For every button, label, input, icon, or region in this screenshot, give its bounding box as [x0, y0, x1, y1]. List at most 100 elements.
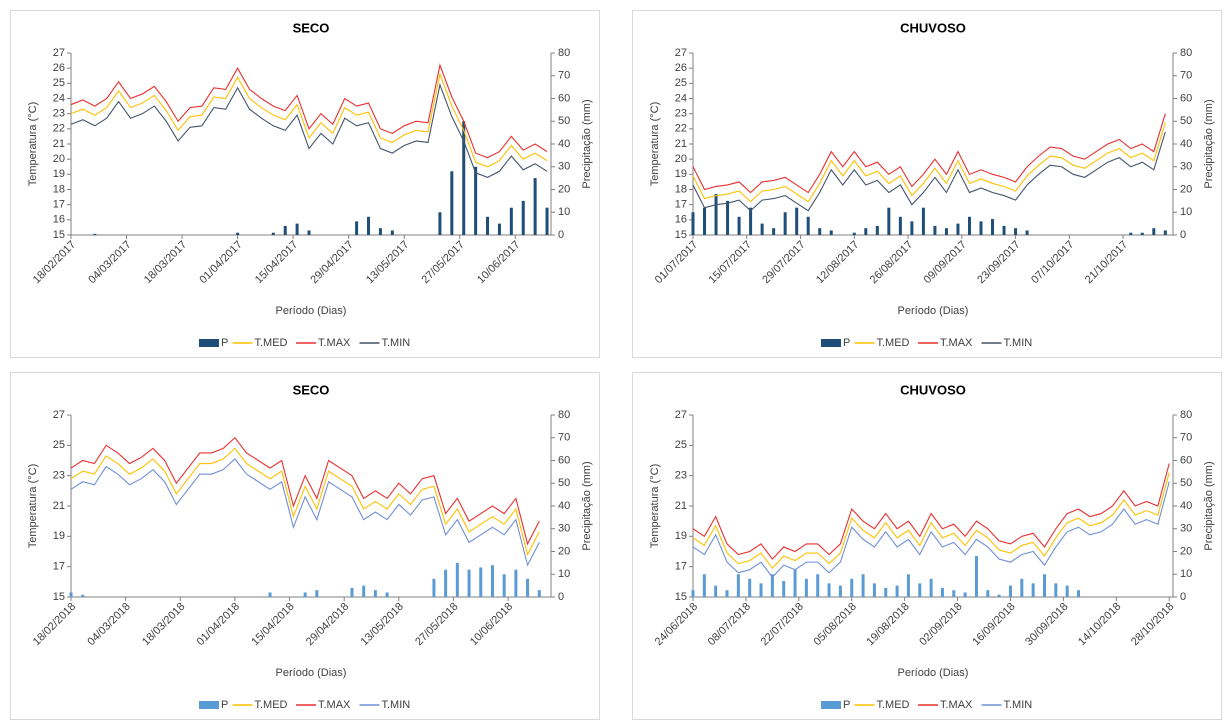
precip-bar: [1008, 585, 1012, 597]
precip-bar: [838, 585, 842, 597]
x-tick-label: 10/06/2017: [475, 239, 522, 286]
y-tick-label: 20: [675, 153, 687, 165]
x-tick-label: 08/07/2018: [706, 601, 753, 648]
precip-bar: [1031, 583, 1035, 597]
x-tick-label: 28/10/2018: [1129, 601, 1176, 648]
precip-bar: [736, 574, 740, 597]
legend-entry: P: [821, 699, 850, 711]
y-tick-label: 26: [675, 62, 687, 74]
y2-tick-label: 50: [558, 477, 570, 489]
x-tick-label: 29/04/2018: [304, 601, 351, 648]
precip-bar: [1002, 225, 1006, 235]
x-tick-label: 02/09/2018: [917, 601, 964, 648]
temperature-line: [692, 463, 1170, 560]
precip-bar: [793, 569, 797, 597]
chart-panel: SECO Temperatura (°C) Precipitação (mm) Per…: [10, 372, 600, 720]
legend-entry: P: [821, 337, 850, 349]
precip-bar: [385, 592, 389, 597]
precip-bar: [804, 578, 808, 597]
precip-bar: [1025, 230, 1029, 235]
x-tick-label: 14/10/2018: [1076, 601, 1123, 648]
legend-label: P: [221, 699, 228, 711]
precip-bar: [770, 574, 774, 597]
legend-entry: T.MIN: [359, 699, 410, 711]
precip-bar: [438, 212, 442, 235]
precip-bar: [1077, 590, 1081, 597]
y2-tick-label: 40: [558, 138, 570, 150]
precip-bar: [703, 207, 707, 235]
temperature-line: [70, 436, 540, 546]
y2-axis-label: Precipitação (mm): [581, 99, 593, 188]
precip-bar: [986, 590, 990, 597]
chart-panel: CHUVOSO Temperatura (°C) Precipitação (mm)…: [632, 10, 1222, 358]
precip-bar: [872, 583, 876, 597]
legend-entry: T.MIN: [359, 337, 410, 349]
legend-entry: P: [199, 337, 228, 349]
y2-tick-label: 20: [558, 545, 570, 557]
precip-bar: [502, 574, 506, 597]
x-tick-label: 27/05/2018: [413, 601, 460, 648]
precip-bar: [509, 207, 513, 235]
legend-entry: T.MED: [232, 699, 288, 711]
x-tick-label: 23/09/2017: [975, 239, 1022, 286]
y-tick-label: 21: [53, 500, 65, 512]
precip-bar: [268, 592, 272, 597]
precip-bar: [944, 228, 948, 235]
precip-bar: [362, 585, 366, 597]
y-tick-label: 19: [53, 530, 65, 542]
precip-bar: [307, 230, 311, 235]
y-tick-label: 19: [675, 168, 687, 180]
y-tick-label: 25: [53, 77, 65, 89]
precip-bar: [462, 121, 466, 235]
y2-tick-label: 0: [1180, 229, 1186, 241]
precip-bar: [827, 583, 831, 597]
precip-bar: [864, 228, 868, 235]
precip-bar: [829, 230, 833, 235]
precip-bar: [816, 574, 820, 597]
y2-tick-label: 70: [558, 70, 570, 82]
temperature-line: [70, 82, 548, 178]
precip-bar: [852, 232, 856, 235]
y-tick-label: 19: [53, 168, 65, 180]
y-tick-label: 21: [675, 138, 687, 150]
legend-entry: T.MED: [854, 699, 910, 711]
y2-tick-label: 30: [558, 523, 570, 535]
precip-bar: [782, 581, 786, 597]
y-tick-label: 25: [53, 439, 65, 451]
precip-bar: [1054, 583, 1058, 597]
x-axis-label: Período (Dias): [898, 305, 969, 317]
precip-bar: [691, 212, 695, 235]
temperature-line: [70, 447, 540, 557]
legend-label: T.MAX: [940, 337, 973, 349]
y-axis-label: Temperatura (°C): [27, 102, 39, 186]
x-tick-label: 18/02/2018: [31, 601, 78, 648]
legend-entry: T.MED: [232, 337, 288, 349]
precip-bar: [1129, 232, 1133, 235]
precip-bar: [1140, 232, 1144, 235]
legend-label: T.MED: [255, 699, 288, 711]
y-tick-label: 16: [675, 214, 687, 226]
x-tick-label: 19/08/2018: [864, 601, 911, 648]
precip-bar: [378, 228, 382, 235]
legend-label: P: [843, 699, 850, 711]
precip-bar: [514, 569, 518, 597]
legend-entry: T.MIN: [981, 699, 1032, 711]
precip-bar: [497, 223, 501, 235]
precip-bar: [1014, 228, 1018, 235]
y2-tick-label: 0: [558, 229, 564, 241]
x-tick-label: 27/05/2017: [420, 239, 467, 286]
y-tick-label: 23: [53, 108, 65, 120]
y2-tick-label: 60: [1180, 92, 1192, 104]
x-tick-label: 15/04/2018: [249, 601, 296, 648]
x-tick-label: 01/04/2018: [195, 601, 242, 648]
precip-bar: [952, 590, 956, 597]
precip-bar: [315, 590, 319, 597]
precip-bar: [533, 178, 537, 235]
precip-bar: [940, 587, 944, 597]
precip-bar: [236, 232, 240, 235]
y-tick-label: 20: [53, 153, 65, 165]
y-tick-label: 16: [53, 214, 65, 226]
precip-bar: [450, 171, 454, 235]
chart-panel: SECO Temperatura (°C) Precipitação (mm) Per…: [10, 10, 600, 358]
legend-label: T.MAX: [940, 699, 973, 711]
